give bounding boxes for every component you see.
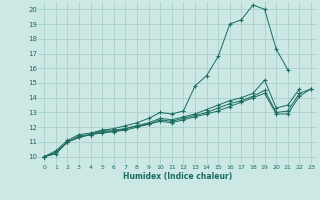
X-axis label: Humidex (Indice chaleur): Humidex (Indice chaleur) [123, 172, 232, 181]
